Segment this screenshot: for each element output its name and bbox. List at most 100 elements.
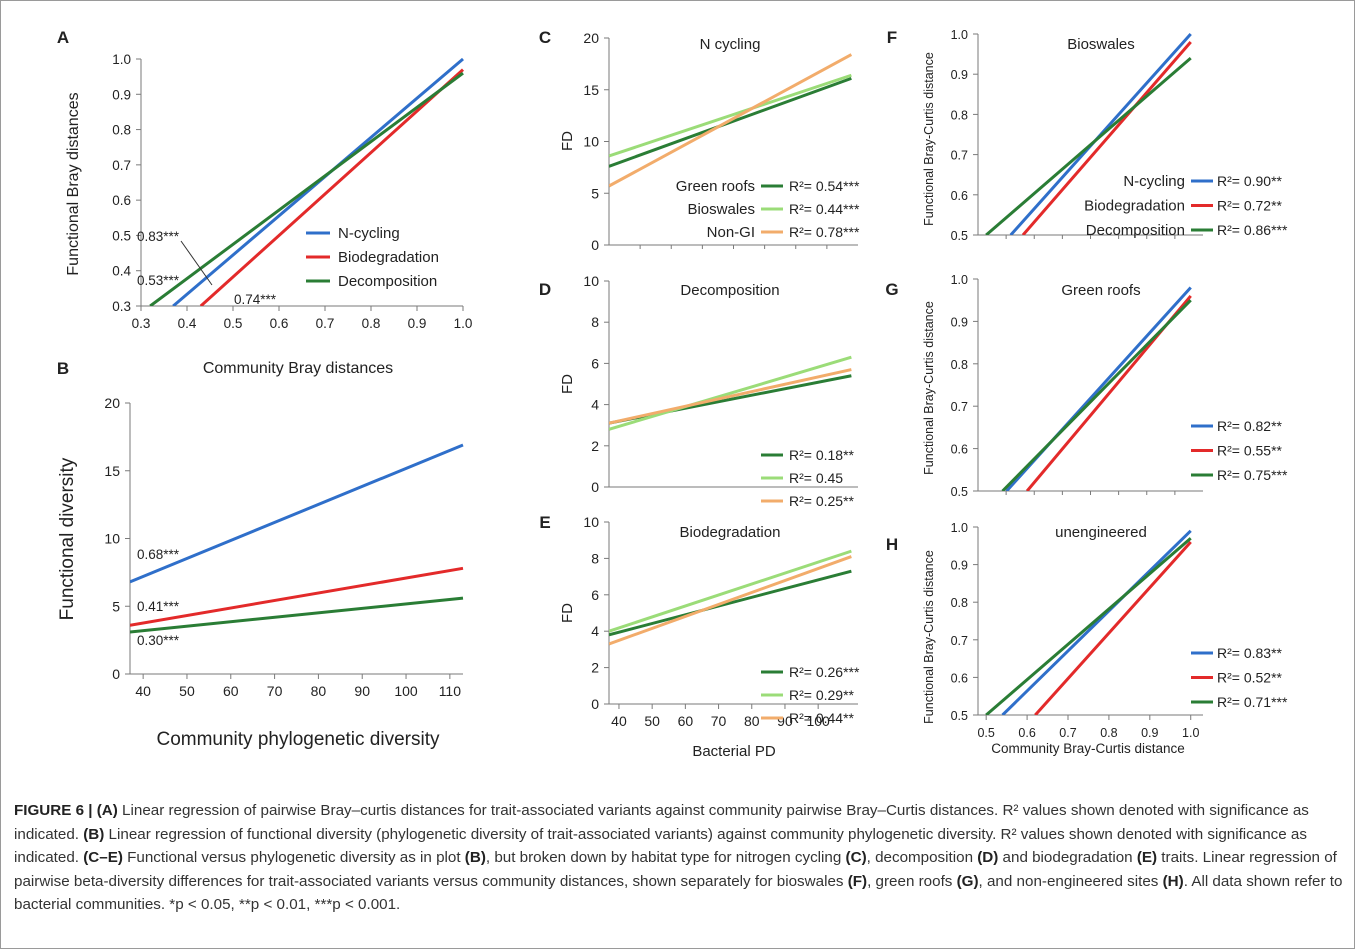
x-tick-label: 0.6 — [270, 316, 289, 331]
series-line-non-gi — [609, 53, 853, 188]
y-tick-label: 0.9 — [112, 87, 131, 102]
series-lines — [609, 355, 852, 431]
r2-label: 0.68*** — [137, 547, 180, 562]
panel-label-d: D — [539, 280, 551, 299]
r2-label: R²= 0.26*** — [789, 664, 860, 680]
panel-d: D 0 2 4 6 8 10 FD Decomposition R²= 0.18** R²= 0.4… — [539, 273, 858, 509]
r2-label: R²= 0.75*** — [1217, 467, 1288, 483]
y-tick-label: 0.9 — [951, 315, 968, 329]
series-line-lightgreen — [609, 355, 852, 431]
y-tick-label: 2 — [591, 438, 599, 454]
panel-label-f: F — [887, 28, 897, 47]
x-axis-label: Community phylogenetic diversity — [156, 729, 440, 750]
annotation-pointer — [180, 240, 213, 286]
r2-label: R²= 0.78*** — [789, 224, 860, 240]
r2-label: R²= 0.45 — [789, 470, 843, 486]
panel-label-h: H — [886, 535, 898, 554]
y-tick-label: 1.0 — [951, 28, 968, 42]
panel-label-a: A — [57, 28, 69, 47]
r2-label: 0.83*** — [137, 229, 180, 244]
legend-label: N-cycling — [338, 225, 400, 242]
x-tick-label: 110 — [439, 683, 462, 699]
caption-text-2: Functional versus phylogenetic diversity… — [122, 849, 465, 866]
x-tick-label: 0.7 — [316, 316, 335, 331]
y-tick-label: 6 — [591, 587, 599, 603]
series-line-decomposition — [985, 56, 1192, 235]
y-tick-label: 4 — [591, 623, 599, 639]
axes-a: 0.3 0.4 0.5 0.6 0.7 0.8 0.9 1.0 0.3 0.4 0.5 0.6 0.7 0… — [112, 52, 472, 331]
y-tick-label: 0.6 — [951, 189, 968, 203]
panel-title: Green roofs — [1061, 282, 1140, 299]
legend-label: Bioswales — [687, 201, 755, 218]
y-tick-label: 0.5 — [112, 228, 131, 243]
y-axis-label: Functional diversity — [57, 457, 78, 620]
figure-svg: A 0.3 0.4 0.5 0.6 0.7 0.8 0.9 1.0 0.3 0.4 0.5 0.6 0.7… — [57, 28, 1288, 760]
y-tick-label: 1.0 — [951, 273, 968, 287]
series-lines — [609, 53, 853, 188]
caption-bold-2: (C–E) — [83, 849, 123, 866]
y-tick-label: 4 — [591, 397, 599, 413]
r2-label: R²= 0.44** — [789, 710, 855, 726]
series-line-orange — [609, 555, 852, 646]
caption-text-8: , and non-engineered sites — [978, 872, 1163, 890]
r2-label: R²= 0.18** — [789, 447, 855, 463]
series-line-green — [130, 596, 464, 634]
y-tick-label: 0.6 — [112, 193, 131, 208]
series-line-biodegradation — [199, 68, 465, 306]
y-tick-label: 0.7 — [951, 149, 968, 163]
r2-label: 0.30*** — [137, 633, 180, 648]
y-tick-label: 2 — [591, 660, 599, 676]
x-tick-label: 100 — [806, 713, 830, 729]
y-tick-label: 0.7 — [951, 400, 968, 414]
y-tick-label: 0.6 — [951, 443, 968, 457]
x-tick-label: 0.4 — [178, 316, 197, 331]
x-tick-label: 90 — [354, 683, 370, 699]
series-lines — [609, 549, 852, 646]
y-tick-label: 8 — [591, 550, 599, 566]
y-tick-label: 0.3 — [112, 299, 131, 314]
y-tick-label: 10 — [104, 531, 120, 547]
series-line-red — [130, 566, 464, 627]
caption-text-9: . All data shown refer to bacterial comm… — [14, 872, 1343, 914]
panel-label-g: G — [885, 280, 898, 299]
y-tick-label: 0.9 — [951, 68, 968, 82]
axes-f: 0.5 0.6 0.7 0.8 0.9 1.0 — [951, 28, 1203, 243]
x-tick-label: 60 — [223, 683, 239, 699]
x-tick-label: 60 — [678, 713, 694, 729]
r2-label: R²= 0.54*** — [789, 178, 860, 194]
y-tick-label: 0.9 — [951, 559, 968, 573]
y-axis-label: Functional Bray distances — [65, 92, 82, 275]
panel-a: A 0.3 0.4 0.5 0.6 0.7 0.8 0.9 1.0 0.3 0.4 0.5 0.6 0.7… — [57, 28, 473, 377]
x-axis-label: Community Bray-Curtis distance — [991, 741, 1185, 756]
panel-g: G 0.5 0.6 0.7 0.8 0.9 1.0 Functional Bray-Curti… — [885, 273, 1288, 499]
y-tick-label: 0.8 — [951, 596, 968, 610]
y-tick-label: 10 — [583, 273, 599, 289]
panel-b: B 0 5 10 15 20 40 50 60 70 80 90 100 110 Community phy… — [57, 359, 464, 750]
caption-bold-6: (E) — [1136, 849, 1158, 866]
series-lines — [1001, 286, 1192, 491]
x-tick-label: 80 — [311, 683, 327, 699]
y-tick-label: 5 — [112, 598, 120, 614]
y-tick-label: 0.4 — [112, 264, 131, 279]
y-axis-label: FD — [559, 131, 576, 151]
y-tick-label: 0 — [112, 666, 120, 682]
x-tick-label: 50 — [644, 713, 660, 729]
y-axis-label: Functional Bray-Curtis distance — [922, 52, 936, 226]
y-tick-label: 0.7 — [112, 158, 131, 173]
caption-bold-0: FIGURE 6 | (A) — [14, 802, 118, 819]
r2-label: R²= 0.86*** — [1217, 222, 1288, 238]
y-tick-label: 0.7 — [951, 634, 968, 648]
caption-bold-8: (G) — [956, 872, 979, 890]
panel-title: Biodegradation — [680, 524, 781, 541]
x-tick-label: 50 — [179, 683, 195, 699]
x-tick-label: 1.0 — [454, 316, 473, 331]
x-tick-label: 80 — [744, 713, 760, 729]
y-axis-label: FD — [559, 603, 576, 623]
y-axis-label: FD — [559, 374, 576, 394]
panel-f: F 0.5 0.6 0.7 0.8 0.9 1.0 Functional Bray-Curti… — [887, 28, 1288, 243]
r2-label: 0.74*** — [234, 292, 277, 307]
x-tick-label: 40 — [135, 683, 151, 699]
panel-title: Bioswales — [1067, 36, 1135, 53]
legend-label: Biodegradation — [338, 249, 439, 266]
x-tick-label: 1.0 — [1182, 726, 1199, 740]
